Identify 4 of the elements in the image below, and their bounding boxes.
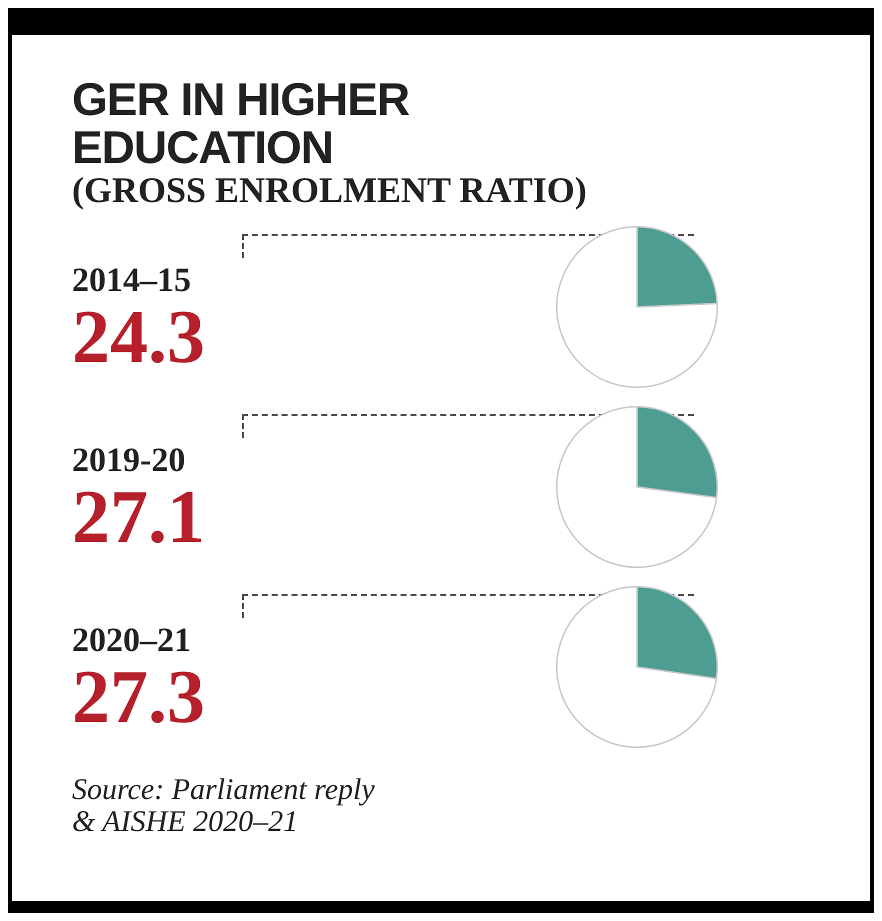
text: & AISHE 2020–21: [72, 805, 300, 838]
chart-subtitle: (GROSS ENROLMENT RATIO): [72, 170, 588, 210]
source-note: Source: Parliament reply: [72, 773, 376, 806]
chart-title: GER IN HIGHER EDUCATION: [72, 73, 410, 173]
